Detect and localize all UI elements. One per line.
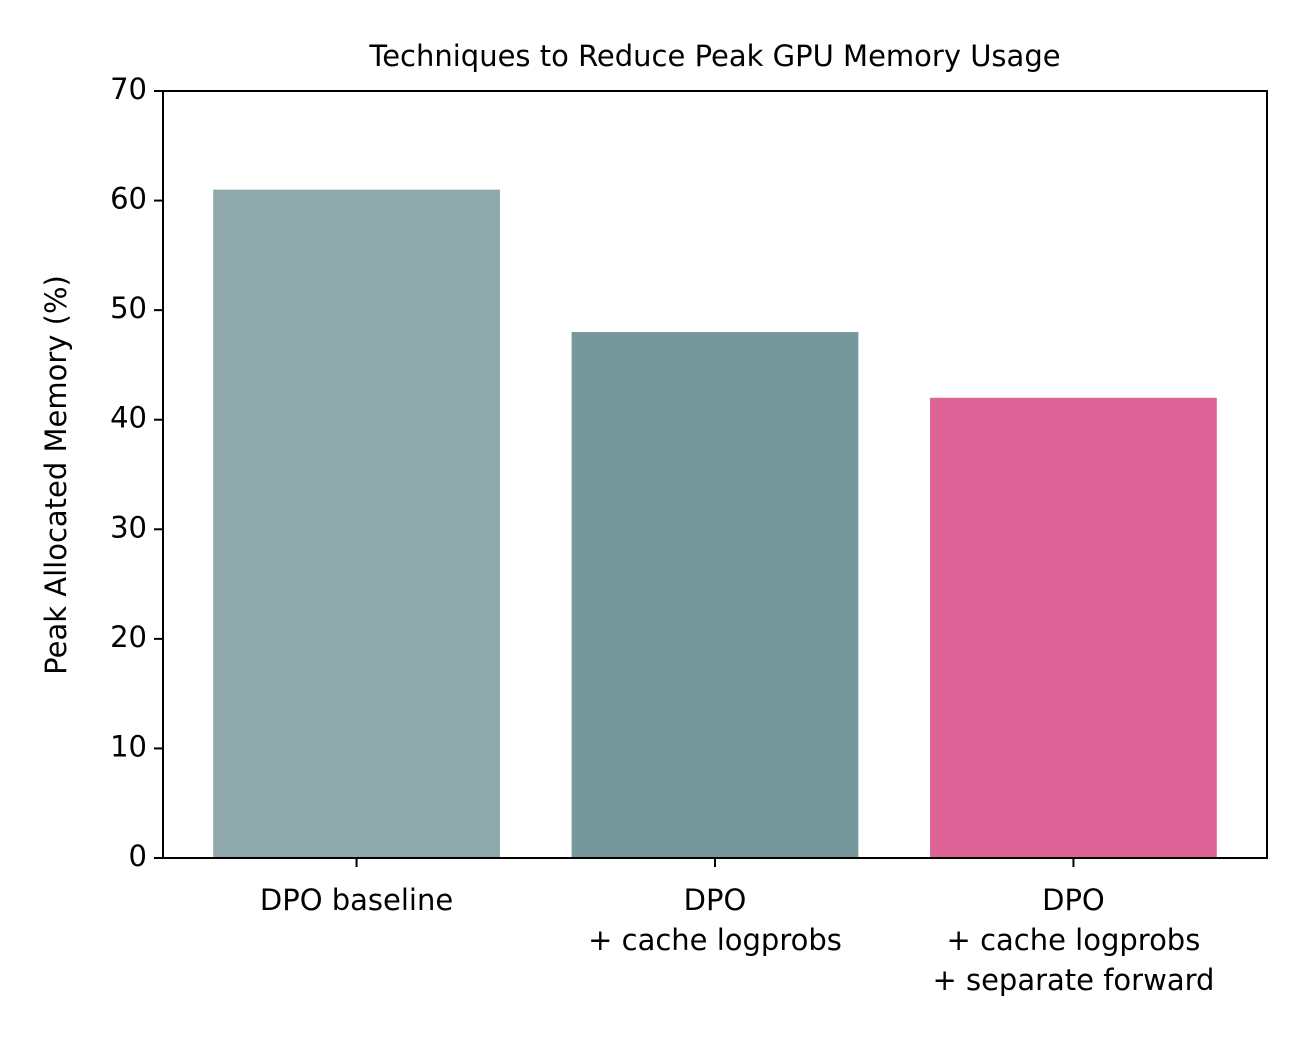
x-tick-label: DPO + cache logprobs: [588, 883, 842, 957]
bar: [930, 397, 1217, 858]
plot-frame: [162, 90, 1268, 859]
y-tick-label: 50: [110, 291, 147, 325]
y-tick-label: 40: [110, 401, 147, 435]
x-tick-label: DPO + cache logprobs + separate forward: [932, 883, 1215, 997]
y-tick-label: 30: [110, 510, 147, 544]
y-tick-label: 0: [129, 839, 147, 873]
y-tick-label: 70: [110, 72, 147, 106]
y-tick-label: 10: [110, 729, 147, 763]
x-tick-label: DPO baseline: [259, 883, 454, 917]
y-tick-label: 20: [110, 620, 147, 654]
bar: [213, 189, 500, 859]
bar: [571, 332, 859, 858]
y-axis-label: Peak Allocated Memory (%): [39, 275, 73, 675]
y-tick-label: 60: [110, 182, 147, 216]
chart-title: Techniques to Reduce Peak GPU Memory Usa…: [368, 39, 1060, 73]
